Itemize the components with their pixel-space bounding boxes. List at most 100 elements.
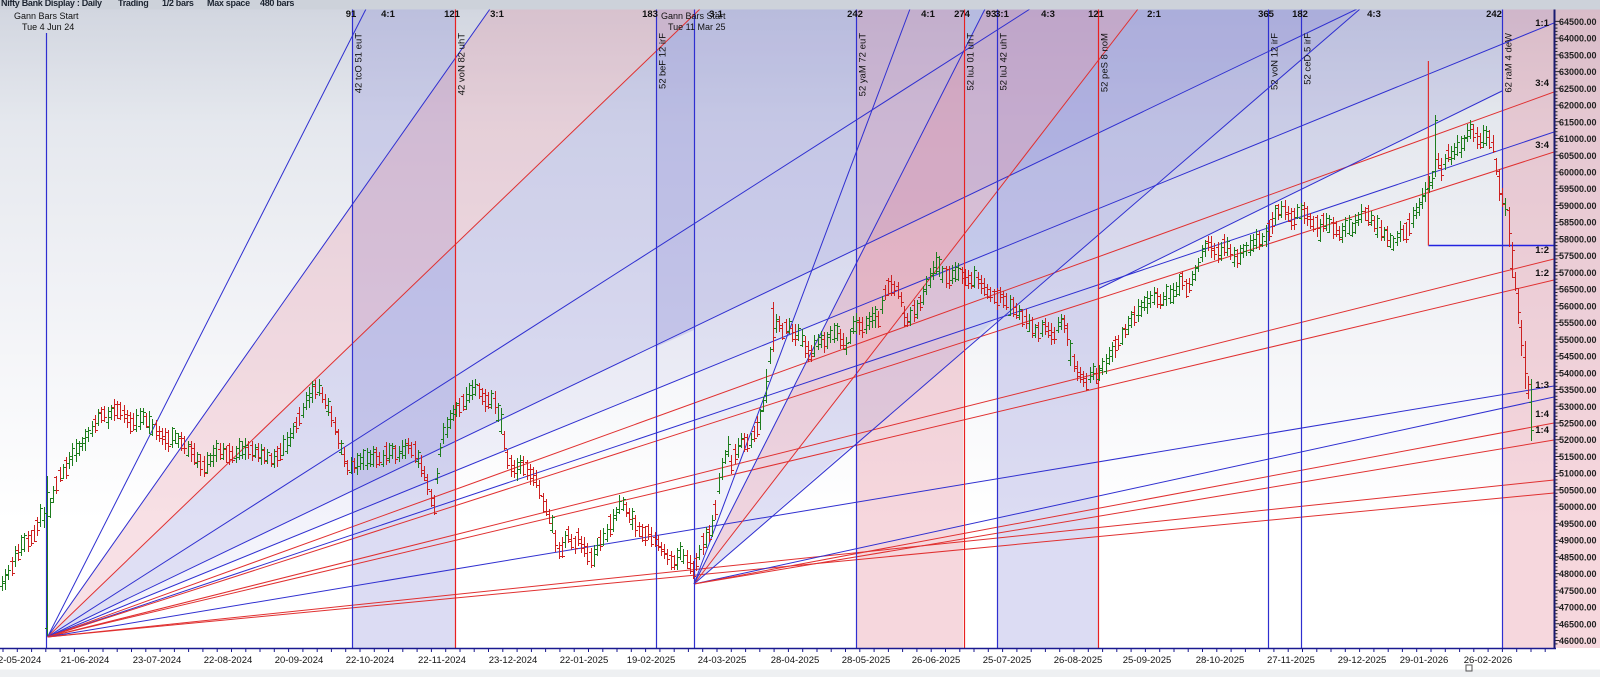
svg-text:u: u: [966, 70, 977, 75]
svg-text:26-06-2025: 26-06-2025: [912, 655, 961, 666]
svg-text:2: 2: [457, 85, 468, 90]
svg-text:2: 2: [1270, 47, 1281, 52]
svg-text:2: 2: [658, 78, 669, 83]
svg-text:l: l: [999, 75, 1010, 77]
svg-text:7: 7: [858, 57, 869, 62]
svg-text:F: F: [1303, 33, 1314, 39]
svg-text:J: J: [966, 65, 977, 70]
svg-text:365: 365: [1258, 9, 1275, 20]
svg-text:l: l: [966, 75, 977, 77]
svg-text:50500.00: 50500.00: [1559, 485, 1597, 495]
svg-text:2: 2: [999, 52, 1010, 57]
svg-text:480 bars: 480 bars: [260, 0, 294, 8]
svg-text:28-05-2025: 28-05-2025: [842, 655, 891, 666]
svg-text:48500.00: 48500.00: [1559, 552, 1597, 562]
svg-text:Nifty Bank Display : Daily: Nifty Bank Display : Daily: [1, 0, 102, 8]
svg-text:1:3: 1:3: [1535, 380, 1549, 391]
svg-text:60500.00: 60500.00: [1559, 151, 1597, 161]
svg-text:5: 5: [658, 84, 669, 89]
svg-text:i: i: [658, 42, 669, 44]
svg-text:63000.00: 63000.00: [1559, 67, 1597, 77]
svg-text:56500.00: 56500.00: [1559, 285, 1597, 295]
svg-text:54000.00: 54000.00: [1559, 368, 1597, 378]
svg-text:58000.00: 58000.00: [1559, 234, 1597, 244]
svg-text:53000.00: 53000.00: [1559, 402, 1597, 412]
svg-text:5: 5: [354, 57, 365, 62]
svg-text:29-12-2025: 29-12-2025: [1338, 655, 1387, 666]
svg-text:53500.00: 53500.00: [1559, 385, 1597, 395]
svg-text:55000.00: 55000.00: [1559, 335, 1597, 345]
svg-text:i: i: [1270, 42, 1281, 44]
svg-text:61000.00: 61000.00: [1559, 134, 1597, 144]
svg-text:25-07-2025: 25-07-2025: [983, 655, 1032, 666]
svg-text:8: 8: [1100, 54, 1111, 59]
svg-text:n: n: [1100, 46, 1111, 51]
svg-text:59500.00: 59500.00: [1559, 184, 1597, 194]
svg-text:T: T: [999, 33, 1010, 39]
svg-text:47000.00: 47000.00: [1559, 603, 1597, 613]
svg-text:2: 2: [1303, 74, 1314, 79]
svg-text:27-11-2025: 27-11-2025: [1267, 655, 1315, 666]
svg-text:121: 121: [444, 9, 461, 20]
svg-text:S: S: [1100, 62, 1111, 68]
svg-text:M: M: [858, 65, 869, 73]
svg-text:121: 121: [1088, 9, 1105, 20]
svg-text:y: y: [858, 78, 869, 83]
svg-text:52000.00: 52000.00: [1559, 435, 1597, 445]
svg-text:29-01-2026: 29-01-2026: [1400, 655, 1449, 666]
svg-text:28-10-2025: 28-10-2025: [1196, 655, 1245, 666]
svg-text:4:3: 4:3: [1041, 9, 1055, 20]
svg-text:N: N: [1270, 60, 1281, 67]
svg-text:48000.00: 48000.00: [1559, 569, 1597, 579]
svg-text:e: e: [354, 44, 365, 49]
svg-text:52500.00: 52500.00: [1559, 419, 1597, 429]
svg-text:h: h: [999, 39, 1010, 44]
svg-text:5: 5: [1100, 87, 1111, 92]
svg-text:182: 182: [1292, 9, 1308, 20]
svg-text:3:1: 3:1: [709, 9, 723, 20]
svg-text:p: p: [1100, 74, 1111, 79]
svg-text:2: 2: [457, 52, 468, 57]
svg-text:22-05-2024: 22-05-2024: [0, 655, 41, 666]
svg-text:22-11-2024: 22-11-2024: [418, 655, 466, 666]
svg-text:2: 2: [1100, 82, 1111, 87]
svg-text:1: 1: [354, 52, 365, 57]
svg-text:Gann Bars Start: Gann Bars Start: [661, 11, 726, 21]
svg-text:5: 5: [1270, 85, 1281, 90]
svg-text:u: u: [858, 39, 869, 44]
svg-text:Max space: Max space: [207, 0, 250, 8]
svg-text:20-09-2024: 20-09-2024: [275, 655, 324, 666]
svg-text:2: 2: [966, 80, 977, 85]
svg-text:22-01-2025: 22-01-2025: [560, 655, 609, 666]
svg-text:54500.00: 54500.00: [1559, 352, 1597, 362]
svg-text:1:2: 1:2: [1535, 245, 1549, 256]
svg-text:62500.00: 62500.00: [1559, 84, 1597, 94]
svg-text:u: u: [457, 44, 468, 49]
svg-text:T: T: [354, 33, 365, 39]
svg-text:v: v: [457, 77, 468, 82]
svg-text:T: T: [457, 33, 468, 39]
svg-text:e: e: [1303, 61, 1314, 66]
svg-text:r: r: [658, 39, 669, 42]
svg-text:46000.00: 46000.00: [1559, 636, 1597, 646]
svg-text:49000.00: 49000.00: [1559, 536, 1597, 546]
svg-text:a: a: [1504, 70, 1515, 76]
svg-text:o: o: [1270, 67, 1281, 72]
svg-text:26-02-2026: 26-02-2026: [1464, 655, 1513, 666]
svg-text:1: 1: [966, 52, 977, 57]
svg-text:F: F: [1270, 33, 1281, 39]
svg-text:61500.00: 61500.00: [1559, 117, 1597, 127]
svg-text:t: t: [354, 77, 365, 80]
svg-text:3:4: 3:4: [1535, 140, 1549, 151]
svg-text:D: D: [1303, 55, 1314, 62]
svg-text:e: e: [1504, 42, 1515, 47]
svg-text:r: r: [1270, 39, 1281, 42]
svg-text:2: 2: [858, 86, 869, 91]
svg-text:63500.00: 63500.00: [1559, 50, 1597, 60]
svg-text:r: r: [1504, 76, 1515, 79]
svg-text:1:1: 1:1: [1535, 18, 1549, 29]
svg-text:N: N: [457, 65, 468, 72]
svg-text:26-08-2025: 26-08-2025: [1054, 655, 1103, 666]
svg-text:4:1: 4:1: [921, 9, 935, 20]
svg-text:274: 274: [954, 9, 971, 20]
